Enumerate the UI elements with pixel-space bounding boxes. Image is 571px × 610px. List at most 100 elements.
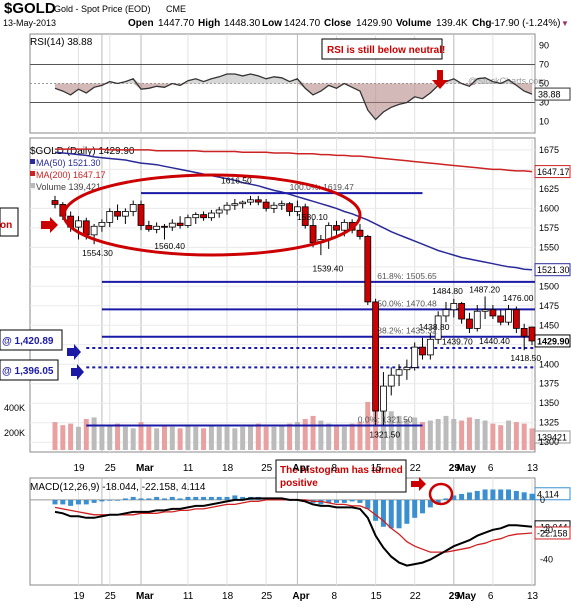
volume-tick-label: 400K bbox=[4, 403, 25, 413]
macd-histogram-bar bbox=[380, 499, 386, 527]
histogram-arrow-shaft bbox=[411, 481, 419, 487]
candle-body bbox=[333, 225, 340, 231]
rsi-tick-label: 10 bbox=[539, 117, 549, 127]
volume-bar bbox=[482, 420, 488, 450]
low-value: 1424.70 bbox=[284, 18, 321, 29]
left-note-box bbox=[0, 207, 19, 237]
ma50-line bbox=[54, 151, 533, 271]
price-tick-label: 1450 bbox=[539, 320, 559, 330]
macd-histogram-bar bbox=[466, 492, 472, 500]
macd-histogram-bar bbox=[404, 499, 410, 524]
ma200-swatch bbox=[30, 171, 35, 176]
candle-body bbox=[153, 225, 161, 230]
volume-bar bbox=[506, 420, 512, 450]
candle-body bbox=[434, 315, 442, 340]
macd-histogram-bar bbox=[365, 499, 371, 509]
candle-body bbox=[286, 203, 293, 212]
candle-body bbox=[364, 236, 372, 303]
x-tick-label: 25 bbox=[105, 463, 117, 474]
macd-histogram-bar bbox=[388, 499, 394, 529]
macd-value-box bbox=[534, 487, 571, 501]
x-tick-label-bottom: May bbox=[457, 591, 477, 602]
price-point-label: 1539.40 bbox=[313, 264, 344, 274]
volume-bar bbox=[122, 426, 128, 450]
candle-body bbox=[145, 225, 153, 230]
macd-histogram-bar bbox=[161, 498, 167, 500]
macd-histogram-bar bbox=[232, 495, 238, 500]
candle-body bbox=[207, 212, 215, 219]
candle-body bbox=[309, 225, 317, 244]
open-label: Open bbox=[128, 18, 154, 29]
volume-label: Volume bbox=[396, 18, 432, 29]
macd-histogram-bar bbox=[506, 489, 512, 500]
right-value-box bbox=[534, 430, 571, 444]
macd-histogram-bar bbox=[68, 499, 74, 506]
rsi-panel bbox=[30, 64, 535, 121]
candle-body bbox=[497, 315, 505, 323]
macd-histogram-bar bbox=[224, 496, 230, 500]
price-point-label: 1487.20 bbox=[469, 284, 500, 294]
volume-bar bbox=[161, 425, 167, 450]
x-tick-label: 15 bbox=[371, 463, 383, 474]
macd-histogram-bar bbox=[349, 499, 355, 502]
macd-tick-label: 0 bbox=[540, 495, 545, 505]
macd-histogram-bar bbox=[169, 496, 175, 500]
macd-histogram-bar bbox=[115, 499, 121, 501]
macd-histogram-bar bbox=[240, 496, 246, 500]
macd-histogram-bar bbox=[443, 498, 449, 500]
x-tick-label: 19 bbox=[73, 463, 85, 474]
price-tick-label: 1600 bbox=[539, 203, 559, 213]
volume-bar bbox=[185, 425, 191, 450]
candle-body bbox=[395, 369, 403, 376]
macd-histogram-bar bbox=[482, 489, 488, 500]
volume-bar bbox=[193, 426, 199, 450]
macd-value-label: 4.114 bbox=[537, 489, 559, 499]
volume-bar bbox=[216, 426, 222, 450]
macd-histogram-bar bbox=[146, 498, 152, 500]
candle-body bbox=[176, 222, 184, 226]
macd-histogram-bar bbox=[75, 499, 81, 505]
candle-body bbox=[458, 303, 466, 320]
volume-bar bbox=[130, 428, 136, 450]
histogram-annotation-box bbox=[275, 459, 407, 493]
x-tick-label-bottom: 29 bbox=[449, 591, 461, 602]
x-tick-label-bottom: 6 bbox=[488, 591, 494, 602]
macd-histogram-bar bbox=[193, 496, 199, 500]
volume-bar bbox=[435, 419, 441, 450]
candle-body bbox=[51, 200, 59, 205]
x-tick-label: 8 bbox=[332, 463, 338, 474]
candle-body bbox=[262, 201, 270, 209]
ma50-legend: MA(50) 1521.30 bbox=[36, 158, 101, 168]
price-tick-label: 1575 bbox=[539, 223, 559, 233]
chart-date: 13-May-2013 bbox=[3, 18, 56, 28]
macd-histogram-bar bbox=[138, 498, 144, 500]
x-tick-label: 29 bbox=[449, 463, 461, 474]
macd-tick-label: -40 bbox=[540, 555, 553, 565]
macd-histogram-bar bbox=[130, 496, 136, 500]
macd-histogram-bar bbox=[91, 499, 97, 503]
candle-body bbox=[505, 309, 512, 323]
x-tick-label: 6 bbox=[488, 463, 494, 474]
candle-body bbox=[450, 303, 458, 311]
volume-bar bbox=[52, 422, 58, 450]
candle-body bbox=[192, 214, 200, 219]
volume-bar bbox=[420, 422, 426, 450]
volume-bar bbox=[287, 423, 293, 450]
rsi-annotation-box bbox=[321, 38, 443, 60]
macd-histogram-bar bbox=[208, 496, 214, 500]
consolidation-ellipse bbox=[62, 173, 362, 257]
candle-body bbox=[340, 221, 348, 231]
volume-bar bbox=[271, 426, 277, 450]
candle-body bbox=[114, 211, 121, 217]
fib-level-label: 50.0%: 1470.48 bbox=[377, 298, 437, 308]
description: Gold - Spot Price (EOD) bbox=[54, 4, 151, 14]
candle-body bbox=[270, 204, 278, 209]
macd-histogram-bar bbox=[216, 496, 222, 500]
candle-body bbox=[223, 204, 231, 211]
rsi-legend: RSI(14) 38.88 bbox=[30, 37, 93, 48]
x-tick-label: 25 bbox=[261, 463, 273, 474]
candle-body bbox=[75, 220, 82, 228]
candle-body bbox=[215, 209, 223, 214]
high-label: High bbox=[198, 18, 220, 29]
